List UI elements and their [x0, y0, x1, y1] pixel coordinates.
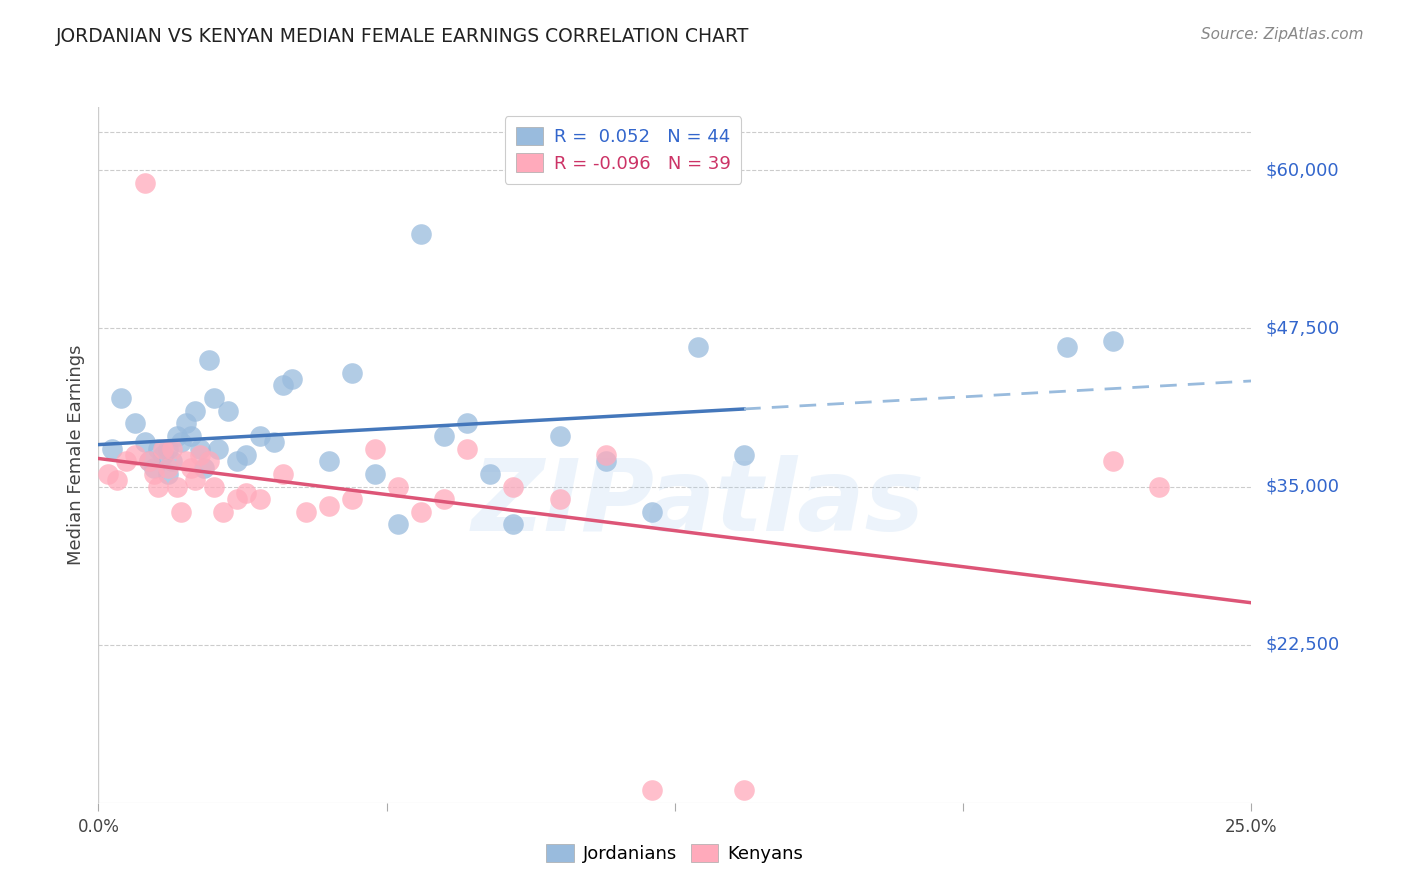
Legend: Jordanians, Kenyans: Jordanians, Kenyans [540, 837, 810, 871]
Point [281, 372, 304, 386]
Point [411, 227, 433, 241]
Point [225, 492, 247, 507]
Point [235, 448, 257, 462]
Point [115, 454, 138, 468]
Point [1102, 454, 1125, 468]
Point [148, 479, 170, 493]
Point [184, 403, 207, 417]
Point [160, 442, 183, 456]
Point [340, 366, 363, 380]
Point [733, 448, 755, 462]
Point [180, 429, 202, 443]
Point [110, 391, 132, 405]
Point [364, 442, 387, 456]
Point [170, 505, 193, 519]
Point [174, 454, 197, 468]
Point [134, 176, 156, 190]
Point [340, 492, 363, 507]
Point [686, 340, 709, 354]
Point [548, 429, 571, 443]
Text: ZIPatlas: ZIPatlas [471, 455, 925, 552]
Point [138, 454, 160, 468]
Text: Source: ZipAtlas.com: Source: ZipAtlas.com [1201, 27, 1364, 42]
Point [156, 442, 179, 456]
Point [1056, 340, 1078, 354]
Text: $47,500: $47,500 [1265, 319, 1340, 337]
Point [134, 435, 156, 450]
Text: $22,500: $22,500 [1265, 636, 1340, 654]
Point [142, 467, 165, 481]
Point [207, 442, 229, 456]
Point [202, 391, 225, 405]
Point [548, 492, 571, 507]
Point [502, 517, 524, 532]
Point [225, 454, 247, 468]
Point [235, 486, 257, 500]
Point [733, 783, 755, 797]
Point [174, 417, 197, 431]
Point [595, 448, 617, 462]
Point [641, 505, 664, 519]
Point [217, 403, 239, 417]
Point [249, 429, 271, 443]
Point [263, 435, 285, 450]
Point [595, 454, 617, 468]
Point [433, 492, 456, 507]
Point [387, 479, 409, 493]
Point [152, 442, 174, 456]
Point [433, 429, 456, 443]
Point [101, 442, 124, 456]
Point [1147, 479, 1170, 493]
Point [142, 460, 165, 475]
Point [148, 442, 170, 456]
Point [188, 442, 211, 456]
Point [193, 460, 215, 475]
Point [1102, 334, 1125, 348]
Point [138, 454, 160, 468]
Point [180, 460, 202, 475]
Point [152, 448, 174, 462]
Point [479, 467, 502, 481]
Point [295, 505, 318, 519]
Text: $60,000: $60,000 [1265, 161, 1339, 179]
Point [271, 378, 294, 392]
Point [318, 454, 340, 468]
Point [364, 467, 387, 481]
Point [184, 473, 207, 487]
Point [387, 517, 409, 532]
Point [202, 479, 225, 493]
Point [249, 492, 271, 507]
Point [156, 467, 179, 481]
Point [160, 454, 183, 468]
Point [318, 499, 340, 513]
Point [170, 435, 193, 450]
Point [156, 460, 179, 475]
Text: JORDANIAN VS KENYAN MEDIAN FEMALE EARNINGS CORRELATION CHART: JORDANIAN VS KENYAN MEDIAN FEMALE EARNIN… [56, 27, 749, 45]
Point [188, 448, 211, 462]
Point [411, 505, 433, 519]
Point [456, 442, 478, 456]
Point [212, 505, 235, 519]
Point [124, 448, 146, 462]
Point [166, 429, 188, 443]
Point [198, 454, 221, 468]
Point [456, 417, 478, 431]
Point [198, 353, 221, 368]
Y-axis label: Median Female Earnings: Median Female Earnings [66, 344, 84, 566]
Text: $35,000: $35,000 [1265, 477, 1340, 496]
Point [641, 783, 664, 797]
Point [97, 467, 120, 481]
Point [271, 467, 294, 481]
Point [124, 417, 146, 431]
Point [105, 473, 128, 487]
Point [166, 479, 188, 493]
Point [502, 479, 524, 493]
